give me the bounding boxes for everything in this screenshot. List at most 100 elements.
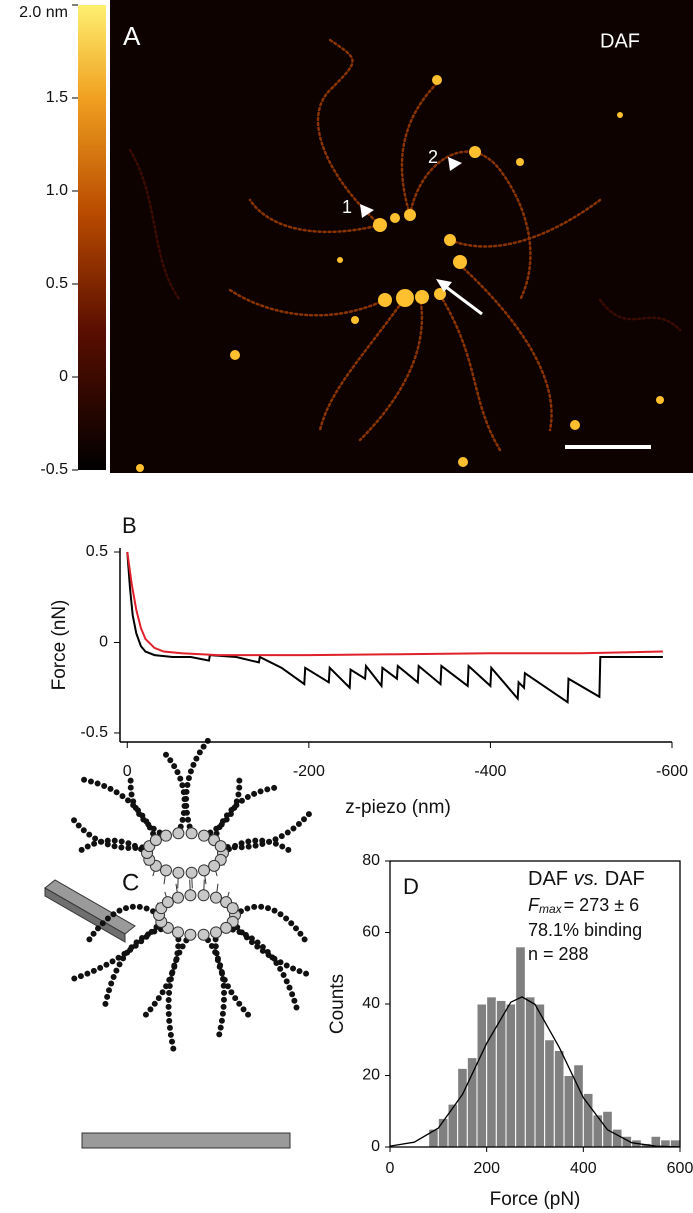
x-tick-label: 0 [386,1160,395,1177]
y-tick-label: 0 [99,634,108,651]
image-label: DAF [600,30,640,52]
substrate [81,1132,291,1149]
bar [437,1117,449,1148]
polymer-chain [217,811,313,851]
blob [373,218,387,232]
blob [434,288,446,300]
blob [415,290,429,304]
blob [230,350,240,360]
bar [544,1039,555,1148]
bar [447,1103,459,1148]
image-background [110,0,693,473]
lipid-head [198,864,210,877]
annotation: 2 [428,147,438,167]
blob [404,209,416,221]
bar [505,1003,517,1148]
lipid-head [161,896,174,909]
bar [495,999,507,1148]
x-tick-label: 400 [570,1160,597,1177]
lipid-head [172,866,185,879]
blobs [136,75,664,472]
lipid-head [214,840,227,853]
polymer-chain [223,924,302,1017]
blob [396,289,414,307]
y-tick-label: 60 [362,924,380,941]
y-axis-label: Counts [327,974,348,1034]
text-part: 78.1% binding [528,920,642,940]
bar [534,1003,546,1148]
text-part: DAF [605,868,645,890]
y-tick-label: 0.5 [86,543,108,560]
polymer-chain [211,784,280,844]
annotation: 1 [342,197,352,217]
text-part: n = 288 [528,944,589,964]
strand [438,293,502,452]
blob [516,158,524,166]
polymer-chain [183,737,211,837]
blob [378,293,392,307]
x-tick-label: 200 [473,1160,500,1177]
lipid-head [149,834,162,847]
panel-label: A [123,21,141,51]
legend-text: 78.1% binding [528,920,642,940]
strand [318,296,407,432]
line-series [126,551,663,705]
bar [515,946,526,1148]
lipid-head [210,891,222,904]
strand [248,198,382,234]
blob [351,316,359,324]
bar [457,1067,468,1148]
legend-text: DAF vs. DAF [528,868,645,890]
bar [524,996,536,1148]
y-tick-label: 20 [362,1067,380,1084]
lipid-head [184,928,197,941]
x-tick-label: -600 [656,763,688,780]
text-part: vs. [574,868,600,890]
text-part: DAF [528,868,568,890]
blob [617,112,623,118]
strand [228,288,387,317]
strand [358,295,424,442]
x-tick-label: -200 [293,763,325,780]
bar [553,1049,565,1148]
strand [448,198,602,248]
lipid-head [208,859,221,872]
colorbar [78,5,106,470]
bar [582,1092,594,1148]
y-tick-label: 40 [362,995,380,1012]
blob [453,255,467,269]
lipid-head [226,902,239,915]
polymer-chain [69,815,153,852]
panel-label: C [122,869,139,896]
polymer-chain [232,903,308,943]
lipid-head [197,889,210,902]
blob [432,75,442,85]
polymer-chain [102,924,171,1009]
bar [563,1075,575,1148]
colorbar-tick-label: 0 [59,368,68,385]
diagram: C [44,737,313,1149]
x-axis-label: z-piezo (nm) [345,797,451,818]
text-part: = 273 ± 6 [564,895,639,915]
strand [408,150,532,302]
strands [128,38,682,452]
text-part: F [528,895,540,915]
lipid-head [172,827,185,840]
bar [592,1114,604,1148]
colorbar-tick-label: 2.0 nm [19,4,68,21]
cantilever-side [44,887,126,943]
legend-text: Fmax = 273 ± 6 [528,895,639,916]
fit-curve [389,996,681,1148]
arrowhead [360,204,374,218]
y-tick-label: -0.5 [80,724,108,741]
legend-text: n = 288 [528,944,589,964]
polymer-chain [212,929,254,1021]
y-axis-label: Force (nN) [49,600,70,691]
strand [458,263,553,432]
lipid-head [198,829,210,842]
colorbar-tick-label: 1.0 [46,182,68,199]
x-axis-label: Force (pN) [490,1189,581,1210]
blob [469,146,481,158]
lipid-head [185,866,198,879]
polymer-chain [165,931,194,1056]
